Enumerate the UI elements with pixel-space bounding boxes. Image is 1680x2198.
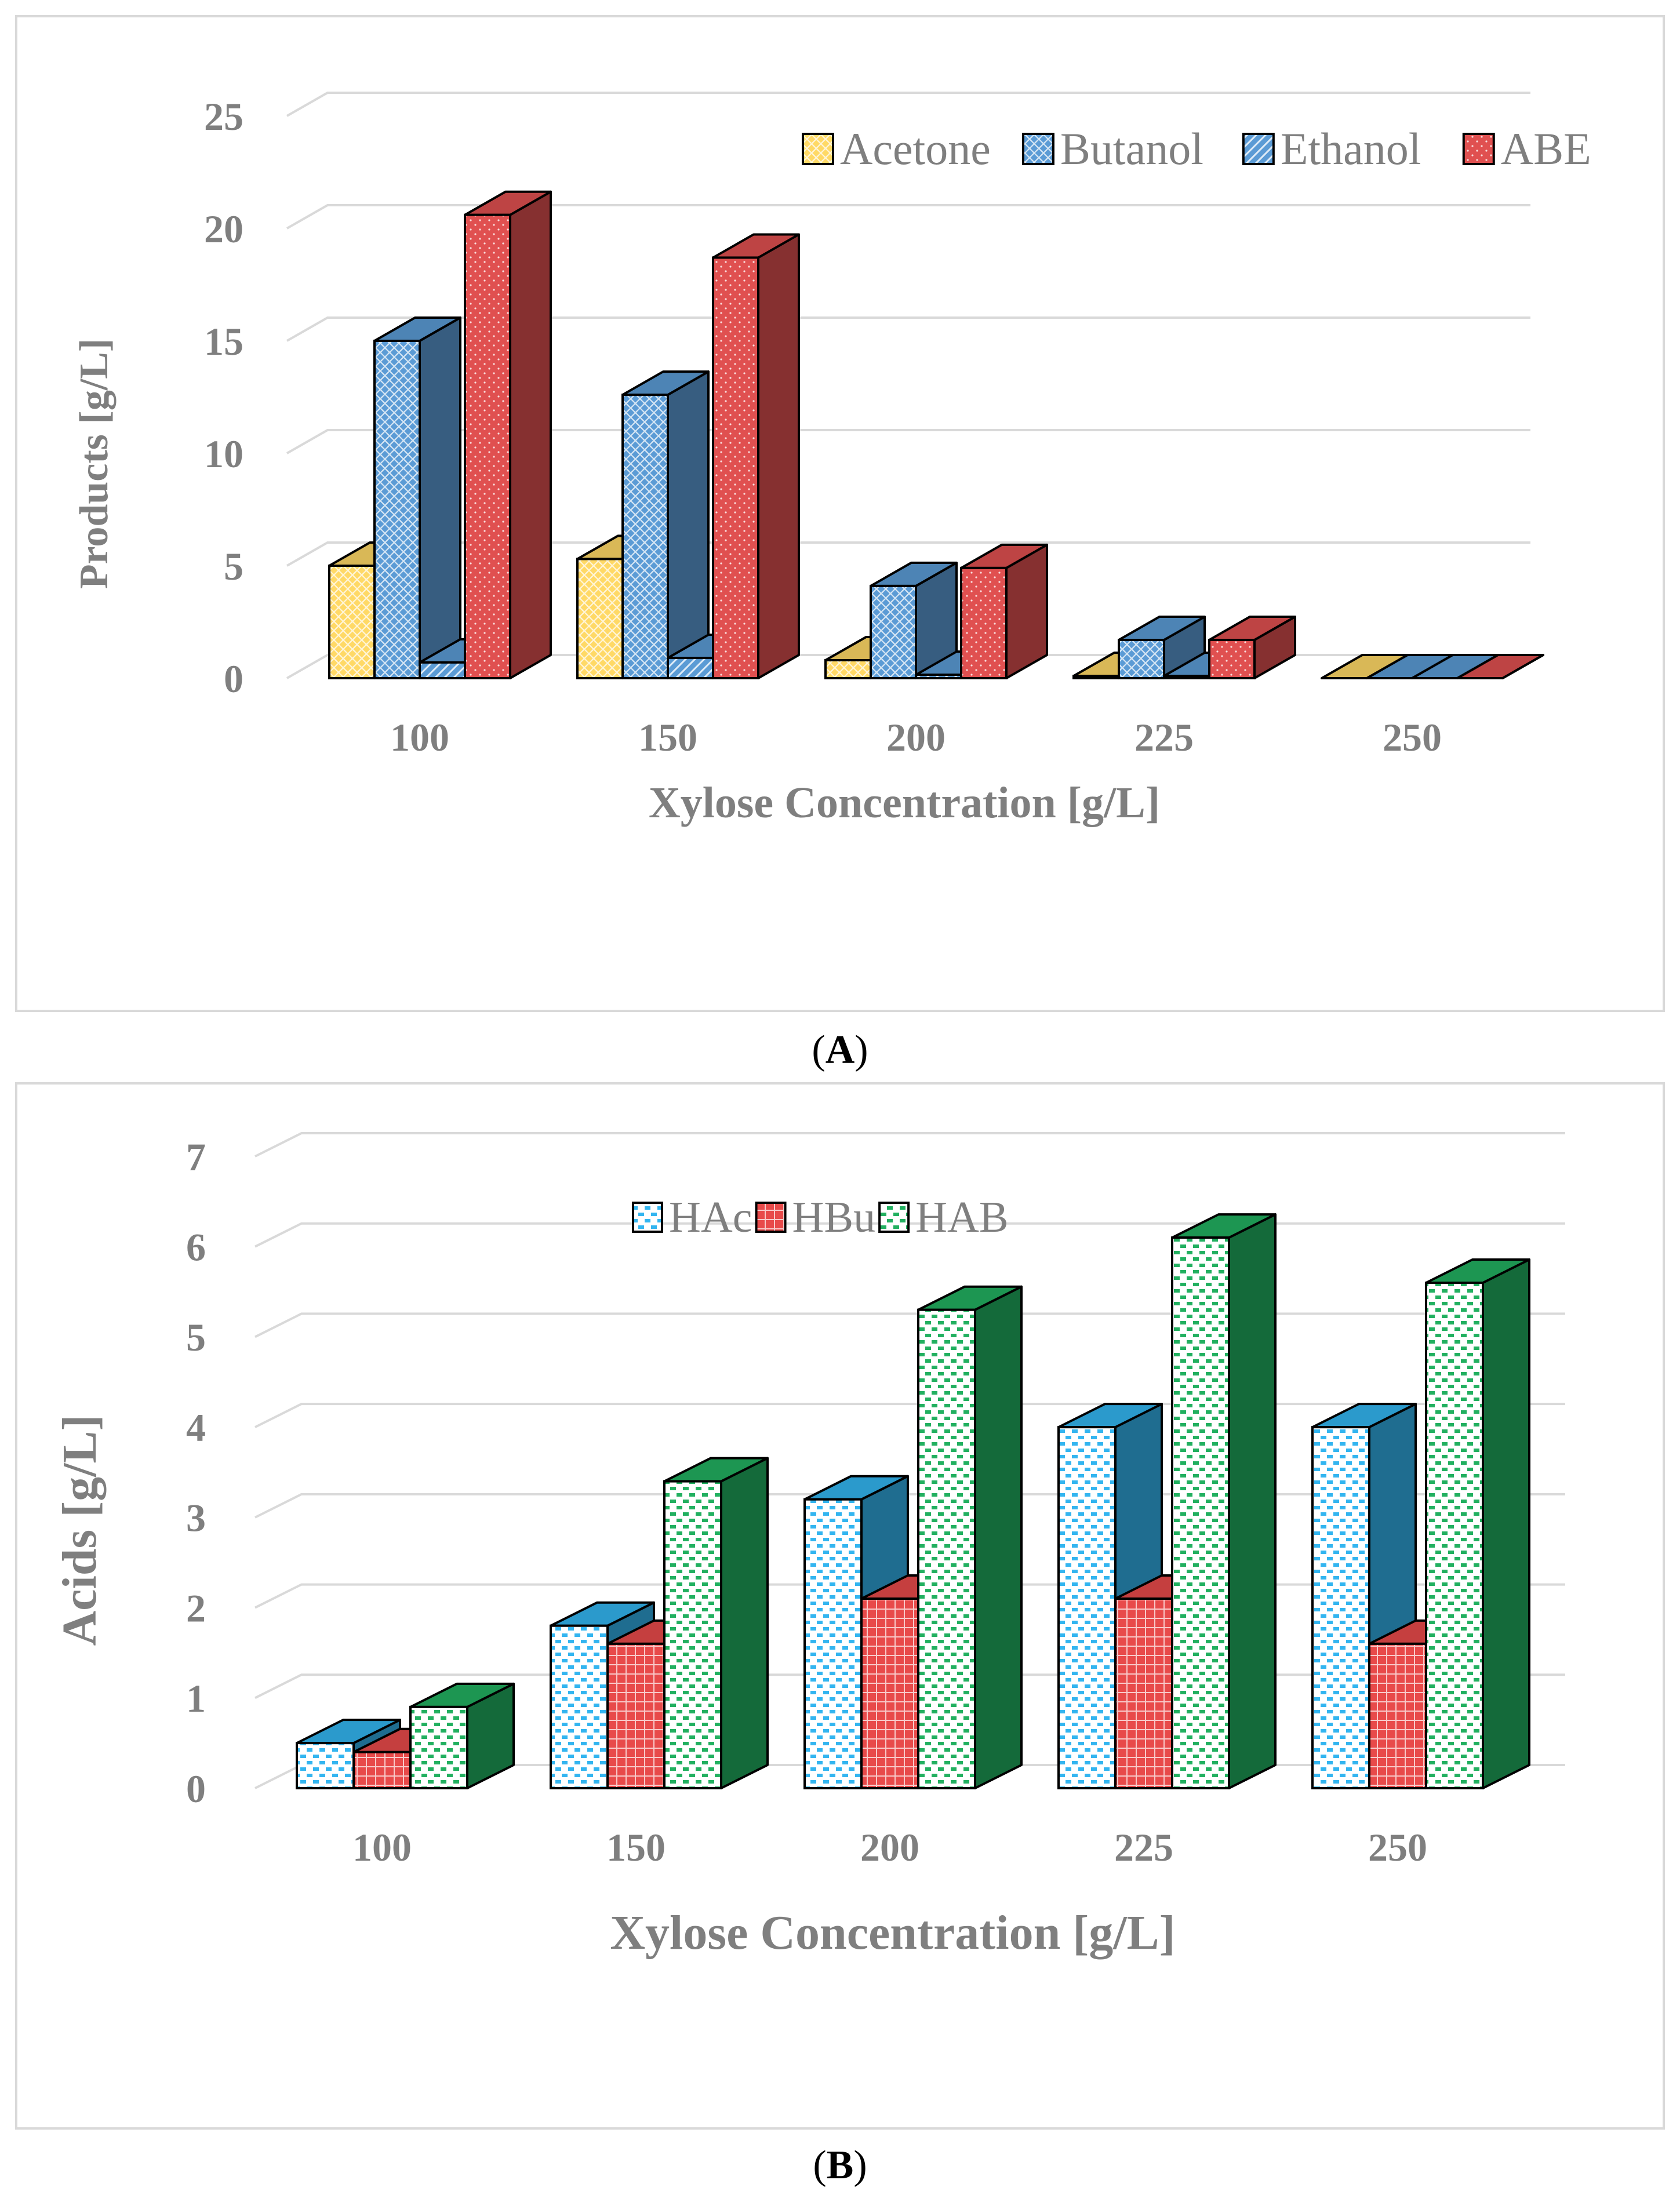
svg-text:HAB: HAB	[915, 1193, 1008, 1242]
gridline	[254, 1312, 1565, 1338]
bar-butanol-100	[373, 316, 461, 679]
bar-butanol-200	[870, 561, 958, 679]
legend-item-hac: HAc	[632, 1193, 752, 1242]
y-tick-label: 0	[224, 657, 243, 701]
x-tick-label: 200	[886, 715, 946, 759]
y-tick-label: 10	[204, 432, 243, 476]
gridline	[286, 541, 1530, 567]
panel-a-label: (A)	[812, 1028, 868, 1072]
y-tick-label: 4	[186, 1406, 206, 1450]
gridline	[254, 1222, 1565, 1248]
x-tick-label: 100	[390, 715, 449, 759]
panel-b-label: (B)	[813, 2143, 867, 2188]
legend-item-ethanol: Ethanol	[1242, 123, 1421, 174]
x-tick-label: 150	[638, 715, 697, 759]
bar-abe-250	[1456, 654, 1544, 679]
gridline	[286, 92, 1530, 117]
bar-butanol-225	[1118, 616, 1206, 680]
y-tick-label: 25	[204, 94, 243, 139]
x-tick-label: 100	[352, 1825, 412, 1869]
y-tick-label: 5	[186, 1315, 206, 1359]
y-tick-label: 2	[186, 1586, 206, 1630]
bar-hab-200	[917, 1285, 1023, 1790]
bar-hab-225	[1171, 1213, 1277, 1789]
svg-text:Acetone: Acetone	[840, 123, 991, 174]
gridline	[286, 204, 1530, 230]
legend-item-abe: ABE	[1462, 123, 1591, 174]
y-tick-label: 20	[204, 207, 243, 251]
x-tick-label: 200	[860, 1825, 919, 1869]
chart-b: 0 1 2 3 4 5 6 7 Acids [g/L] Xylose Concentration …	[53, 1132, 1565, 1960]
legend-item-hab: HAB	[878, 1193, 1009, 1242]
x-tick-label: 250	[1368, 1825, 1427, 1869]
y-axis-label: Acids [g/L]	[53, 1415, 107, 1646]
y-tick-label: 1	[186, 1676, 206, 1720]
svg-text:HAc: HAc	[669, 1193, 752, 1242]
gridline	[286, 316, 1530, 342]
bar-abe-225	[1208, 616, 1296, 680]
y-tick-label: 0	[186, 1767, 206, 1811]
bar-hab-150	[663, 1457, 769, 1790]
bar-abe-100	[464, 190, 552, 680]
x-axis-label: Xylose Concentration [g/L]	[649, 778, 1160, 827]
x-tick-label: 250	[1383, 715, 1442, 759]
svg-text:Ethanol: Ethanol	[1281, 123, 1421, 174]
chart-a: 0 5 10 15 20 25 Products [g/L] Xylose Concentra…	[72, 92, 1591, 827]
svg-text:Butanol: Butanol	[1060, 123, 1203, 174]
y-tick-label: 5	[224, 544, 243, 588]
bar-abe-150	[712, 233, 800, 679]
y-tick-label: 15	[204, 319, 243, 363]
y-axis-label: Products [g/L]	[72, 339, 117, 589]
legend-item-acetone: Acetone	[802, 123, 991, 174]
bar-abe-200	[960, 543, 1048, 679]
x-tick-label: 225	[1114, 1825, 1173, 1869]
x-tick-label: 150	[606, 1825, 666, 1869]
gridline	[254, 1132, 1565, 1158]
legend-item-hbu: HBu	[755, 1193, 876, 1242]
x-tick-label: 225	[1134, 715, 1194, 759]
y-tick-label: 7	[186, 1135, 206, 1179]
legend-item-butanol: Butanol	[1021, 123, 1203, 174]
gridline	[286, 429, 1530, 454]
bar-hab-100	[409, 1682, 515, 1790]
y-tick-label: 3	[186, 1496, 206, 1540]
x-axis-label: Xylose Concentration [g/L]	[610, 1906, 1175, 1960]
svg-text:HBu: HBu	[792, 1193, 876, 1242]
panel-a-frame	[15, 15, 1665, 1012]
svg-text:ABE: ABE	[1501, 123, 1591, 174]
bar-hab-250	[1425, 1258, 1530, 1789]
bar-butanol-150	[621, 370, 710, 679]
y-tick-label: 6	[186, 1225, 206, 1269]
